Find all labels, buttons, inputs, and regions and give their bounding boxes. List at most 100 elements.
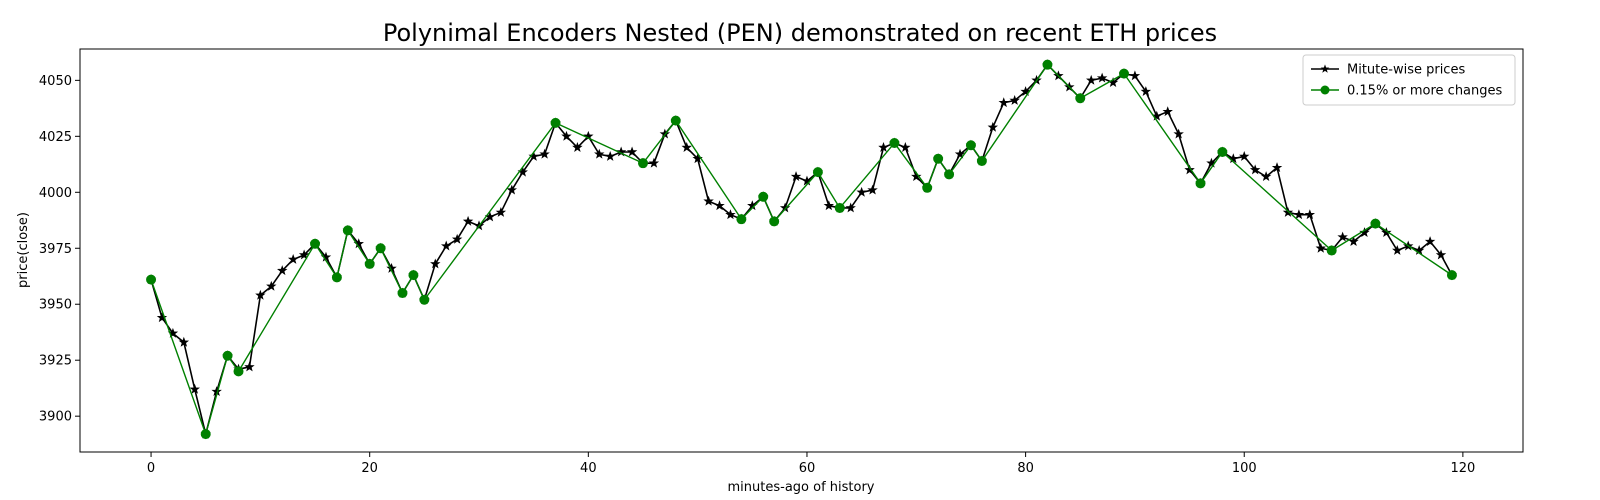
data-point: [408, 270, 419, 281]
x-tick-label: 40: [580, 461, 597, 476]
data-point: [572, 142, 583, 152]
data-point: [681, 142, 692, 152]
x-tick-label: 20: [361, 461, 378, 476]
data-point: [736, 214, 747, 225]
data-point: [1271, 162, 1283, 173]
data-point: [1206, 157, 1217, 168]
data-point: [146, 274, 157, 285]
y-tick-label: 3900: [39, 410, 72, 425]
series-line: [150, 63, 1453, 435]
x-tick-label: 0: [147, 461, 155, 476]
data-point: [889, 138, 900, 149]
data-point: [922, 182, 933, 193]
data-point: [287, 253, 299, 264]
data-point: [550, 117, 561, 128]
data-point: [462, 215, 474, 226]
y-tick-label: 3925: [39, 354, 72, 369]
data-point: [342, 225, 353, 236]
legend-item: Mitute-wise prices: [1311, 63, 1465, 78]
data-point: [1085, 74, 1097, 85]
series-line: [150, 63, 1453, 435]
plot-area: [145, 59, 1458, 440]
data-point: [1359, 227, 1370, 238]
data-point: [266, 280, 277, 291]
data-point: [1435, 249, 1447, 260]
data-point: [725, 209, 736, 220]
data-point: [976, 155, 987, 166]
data-point: [1370, 218, 1381, 229]
data-point: [1446, 270, 1457, 281]
data-point: [441, 240, 452, 251]
data-point: [331, 272, 342, 283]
y-tick-label: 4000: [39, 186, 72, 201]
y-tick-label: 3950: [39, 298, 72, 313]
data-point: [1315, 242, 1326, 253]
series-2: [146, 59, 1457, 440]
data-point: [626, 146, 638, 157]
x-tick-label: 80: [1017, 461, 1034, 476]
data-point: [1009, 95, 1020, 105]
y-axis-label: price(close): [16, 212, 31, 288]
data-point: [987, 121, 999, 132]
data-point: [1118, 68, 1129, 79]
x-tick-label: 60: [799, 461, 816, 476]
data-point: [1424, 236, 1436, 246]
legend-marker: [1320, 64, 1330, 73]
legend-label: 0.15% or more changes: [1347, 84, 1503, 99]
data-point: [430, 258, 441, 269]
data-point: [823, 200, 835, 211]
data-point: [867, 184, 878, 195]
data-point: [900, 142, 911, 152]
data-point: [233, 366, 244, 377]
data-point: [769, 216, 780, 227]
data-point: [277, 265, 288, 276]
legend-marker: [1320, 85, 1330, 95]
data-point: [834, 202, 845, 213]
data-point: [845, 202, 856, 213]
data-point: [998, 97, 1009, 108]
data-point: [1173, 128, 1184, 139]
data-point: [364, 258, 375, 269]
plot-frame: [79, 48, 1524, 453]
data-point: [528, 150, 539, 161]
data-point: [495, 206, 507, 217]
y-tick-label: 4050: [39, 74, 72, 89]
data-point: [1140, 86, 1152, 96]
data-point: [222, 350, 233, 361]
data-point: [944, 169, 955, 180]
data-point: [1249, 164, 1261, 175]
x-axis-label: minutes-ago of history: [728, 480, 875, 495]
data-point: [375, 243, 386, 254]
data-point: [1184, 164, 1195, 175]
data-point: [310, 238, 321, 249]
data-point: [954, 148, 966, 159]
data-point: [637, 158, 648, 169]
data-point: [561, 130, 572, 141]
data-point: [812, 167, 823, 178]
data-point: [1129, 70, 1141, 81]
data-point: [1020, 86, 1031, 96]
data-point: [1075, 93, 1086, 104]
y-tick-label: 3975: [39, 242, 72, 257]
legend-box: [1302, 54, 1516, 106]
data-point: [1162, 106, 1173, 117]
chart-title: Polynimal Encoders Nested (PEN) demonstr…: [383, 19, 1217, 47]
legend: Mitute-wise prices 0.15% or more changes: [1302, 54, 1516, 106]
data-point: [1304, 209, 1316, 220]
data-point: [856, 186, 867, 197]
x-tick-label: 100: [1232, 461, 1257, 476]
data-point: [1195, 178, 1206, 189]
legend-label: Mitute-wise prices: [1347, 63, 1465, 78]
data-point: [255, 289, 266, 300]
data-point: [1348, 236, 1359, 246]
data-point: [200, 429, 211, 440]
data-point: [539, 148, 550, 159]
data-point: [933, 153, 944, 164]
x-tick-label: 120: [1450, 461, 1475, 476]
data-point: [419, 294, 430, 305]
data-point: [790, 171, 802, 182]
data-point: [397, 288, 408, 299]
legend-item: 0.15% or more changes: [1311, 84, 1503, 99]
data-point: [758, 191, 769, 202]
